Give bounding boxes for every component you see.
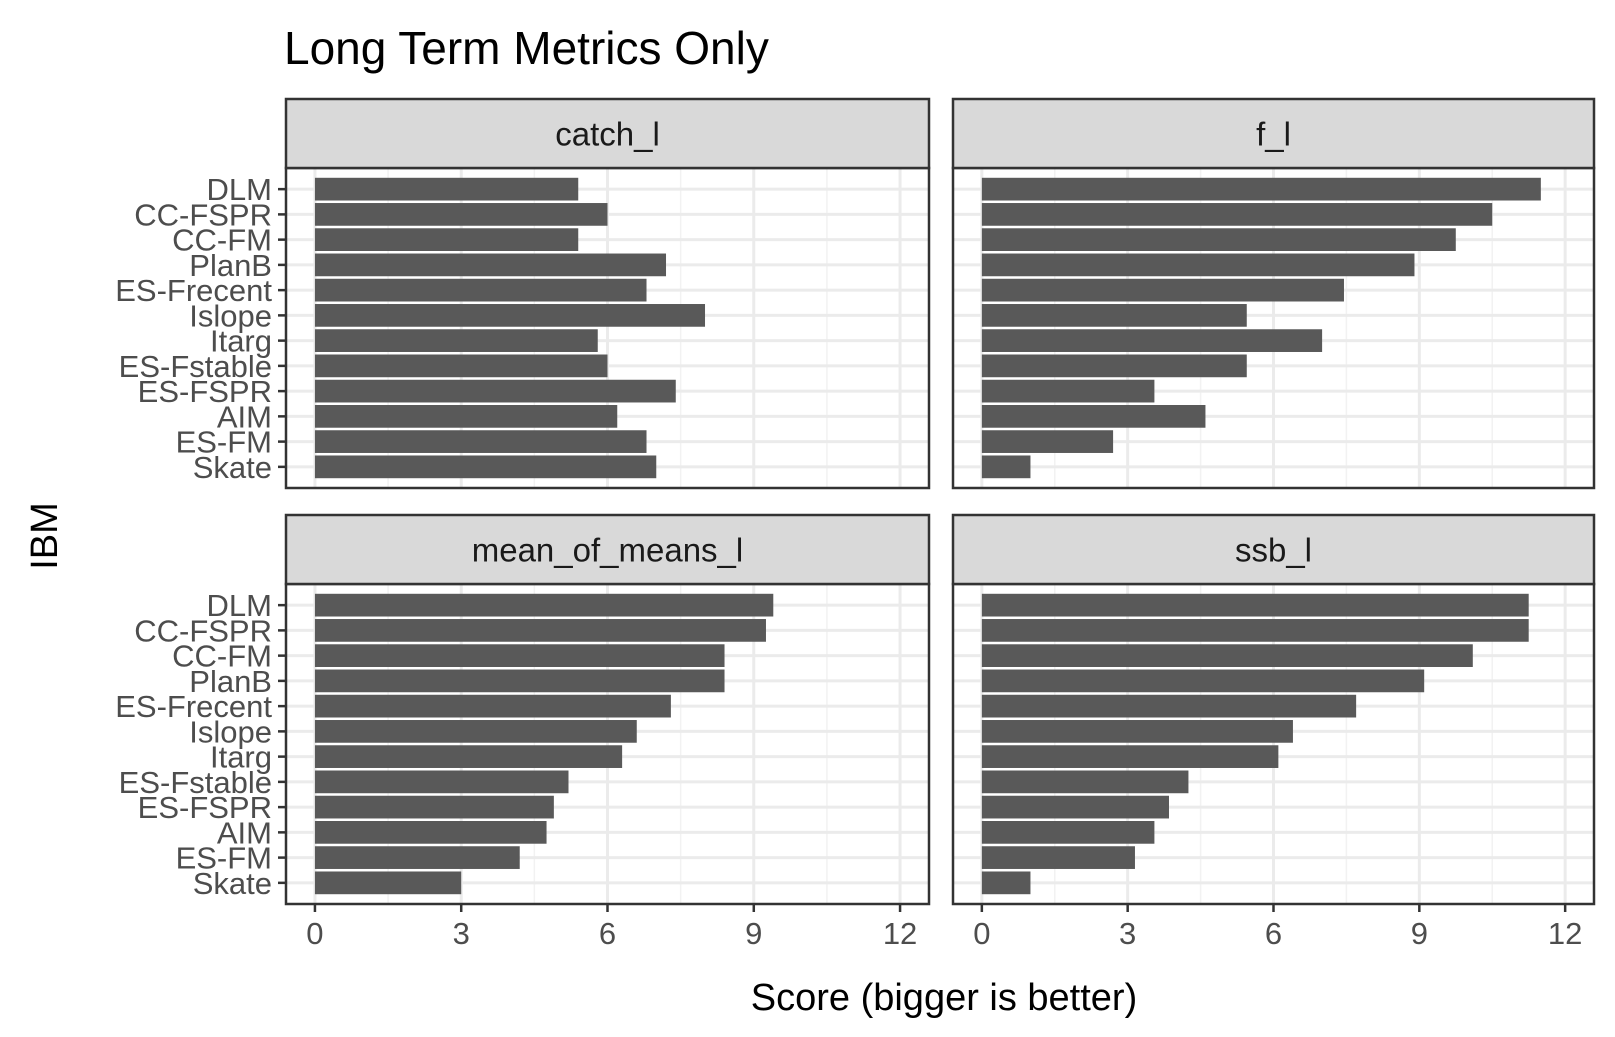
bar-ssb_l-PlanB (981, 669, 1425, 693)
panel-ssb_l: ssb_l 0 3 6 9 12 (951, 513, 1596, 951)
bar-catch_l-ES-Frecent (314, 278, 647, 302)
y-tick-label: ES-Fstable (119, 349, 272, 384)
strip-background (284, 97, 931, 170)
y-tick-label: CC-FM (172, 223, 272, 258)
bar-f_l-PlanB (981, 253, 1415, 277)
bar-ssb_l-ES-Fstable (981, 770, 1189, 794)
x-tick-label: 3 (1119, 916, 1136, 951)
bar-mean_of_means_l-DLM (314, 593, 774, 617)
chart-title: Long Term Metrics Only (284, 22, 769, 74)
panel-f_l: f_l (951, 97, 1596, 490)
y-tick-label: Skate (193, 450, 272, 485)
bar-mean_of_means_l-Itarg (314, 745, 623, 768)
y-tick-label: Itarg (210, 740, 272, 775)
bar-mean_of_means_l-Islope (314, 720, 637, 743)
y-tick-label: Skate (193, 866, 272, 901)
x-tick-label: 12 (1548, 916, 1582, 951)
bar-ssb_l-AIM (981, 821, 1155, 844)
bar-f_l-CC-FSPR (981, 203, 1493, 226)
bar-catch_l-Skate (314, 455, 657, 479)
y-tick-label: ES-Frecent (115, 273, 272, 308)
y-tick-label: PlanB (189, 664, 272, 699)
y-tick-label: ES-Frecent (115, 689, 272, 724)
y-axis-title: IBM (24, 502, 66, 570)
bar-mean_of_means_l-Skate (314, 871, 462, 895)
bar-catch_l-Itarg (314, 329, 598, 352)
bar-catch_l-AIM (314, 405, 618, 428)
bar-catch_l-ES-FM (314, 430, 647, 453)
bar-catch_l-CC-FSPR (314, 203, 608, 226)
bar-catch_l-PlanB (314, 253, 667, 277)
bar-ssb_l-ES-FSPR (981, 795, 1169, 819)
bar-mean_of_means_l-ES-Fstable (314, 770, 569, 794)
bar-mean_of_means_l-CC-FSPR (314, 619, 766, 642)
strip-label: mean_of_means_l (472, 532, 744, 569)
bar-ssb_l-CC-FM (981, 644, 1473, 667)
bar-f_l-AIM (981, 405, 1206, 428)
x-tick-label: 6 (599, 916, 616, 951)
bar-catch_l-CC-FM (314, 228, 579, 251)
y-tick-label: DLM (207, 172, 272, 207)
y-tick-label: Itarg (210, 324, 272, 359)
y-tick-label: CC-FSPR (134, 197, 272, 232)
x-tick-label: 0 (973, 916, 990, 951)
bar-catch_l-ES-Fstable (314, 354, 608, 378)
y-tick-label: ES-FM (176, 425, 272, 460)
bar-ssb_l-Islope (981, 720, 1293, 743)
strip-background (951, 513, 1596, 586)
bar-f_l-ES-FSPR (981, 379, 1155, 403)
y-tick-label: AIM (217, 399, 272, 434)
x-tick-label: 3 (453, 916, 470, 951)
bar-f_l-Skate (981, 455, 1031, 479)
bar-f_l-ES-FM (981, 430, 1114, 453)
bar-f_l-DLM (981, 177, 1541, 201)
strip-label: ssb_l (1235, 532, 1312, 569)
bar-ssb_l-ES-Frecent (981, 694, 1357, 718)
x-tick-label: 0 (306, 916, 323, 951)
y-tick-label: ES-Fstable (119, 765, 272, 800)
y-tick-label: PlanB (189, 248, 272, 283)
y-tick-label: ES-FSPR (138, 374, 272, 409)
y-tick-label: ES-FM (176, 841, 272, 876)
y-tick-label: Islope (189, 714, 272, 749)
bar-f_l-Islope (981, 304, 1247, 327)
strip-background (951, 97, 1596, 170)
bar-f_l-CC-FM (981, 228, 1456, 251)
bar-f_l-ES-Fstable (981, 354, 1247, 378)
strip-label: catch_l (555, 116, 660, 153)
y-tick-label: CC-FSPR (134, 613, 272, 648)
bar-mean_of_means_l-ES-FSPR (314, 795, 554, 819)
bar-ssb_l-ES-FM (981, 846, 1135, 869)
bar-mean_of_means_l-CC-FM (314, 644, 725, 667)
bar-f_l-ES-Frecent (981, 278, 1344, 302)
y-tick-label: CC-FM (172, 639, 272, 674)
bar-ssb_l-DLM (981, 593, 1529, 617)
panel-catch_l: catch_l DLMCC-FSPRCC-FMPlanBES-FrecentIsl… (115, 97, 931, 490)
bar-mean_of_means_l-ES-FM (314, 846, 520, 869)
x-tick-label: 9 (1411, 916, 1428, 951)
bar-catch_l-DLM (314, 177, 579, 201)
y-tick-label: AIM (217, 815, 272, 850)
x-tick-label: 12 (883, 916, 917, 951)
x-axis-title: Score (bigger is better) (751, 977, 1138, 1019)
bar-f_l-Itarg (981, 329, 1323, 352)
bar-mean_of_means_l-ES-Frecent (314, 694, 671, 718)
strip-background (284, 513, 931, 586)
x-tick-label: 9 (745, 916, 762, 951)
bar-mean_of_means_l-AIM (314, 821, 547, 844)
bar-ssb_l-CC-FSPR (981, 619, 1529, 642)
bar-ssb_l-Itarg (981, 745, 1279, 768)
y-tick-label: DLM (207, 588, 272, 623)
bar-catch_l-ES-FSPR (314, 379, 676, 403)
y-tick-label: Islope (189, 298, 272, 333)
strip-label: f_l (1256, 116, 1291, 153)
y-tick-label: ES-FSPR (138, 790, 272, 825)
panels-layer: catch_lDLMCC-FSPRCC-FMPlanBES-FrecentIsl… (115, 97, 1596, 951)
panel-mean_of_means_l: mean_of_means_l DLMCC-FSPRCC-FMPlanBES-Fr… (115, 513, 931, 951)
bar-ssb_l-Skate (981, 871, 1031, 895)
bar-catch_l-Islope (314, 304, 706, 327)
bar-mean_of_means_l-PlanB (314, 669, 725, 693)
x-tick-label: 6 (1265, 916, 1282, 951)
